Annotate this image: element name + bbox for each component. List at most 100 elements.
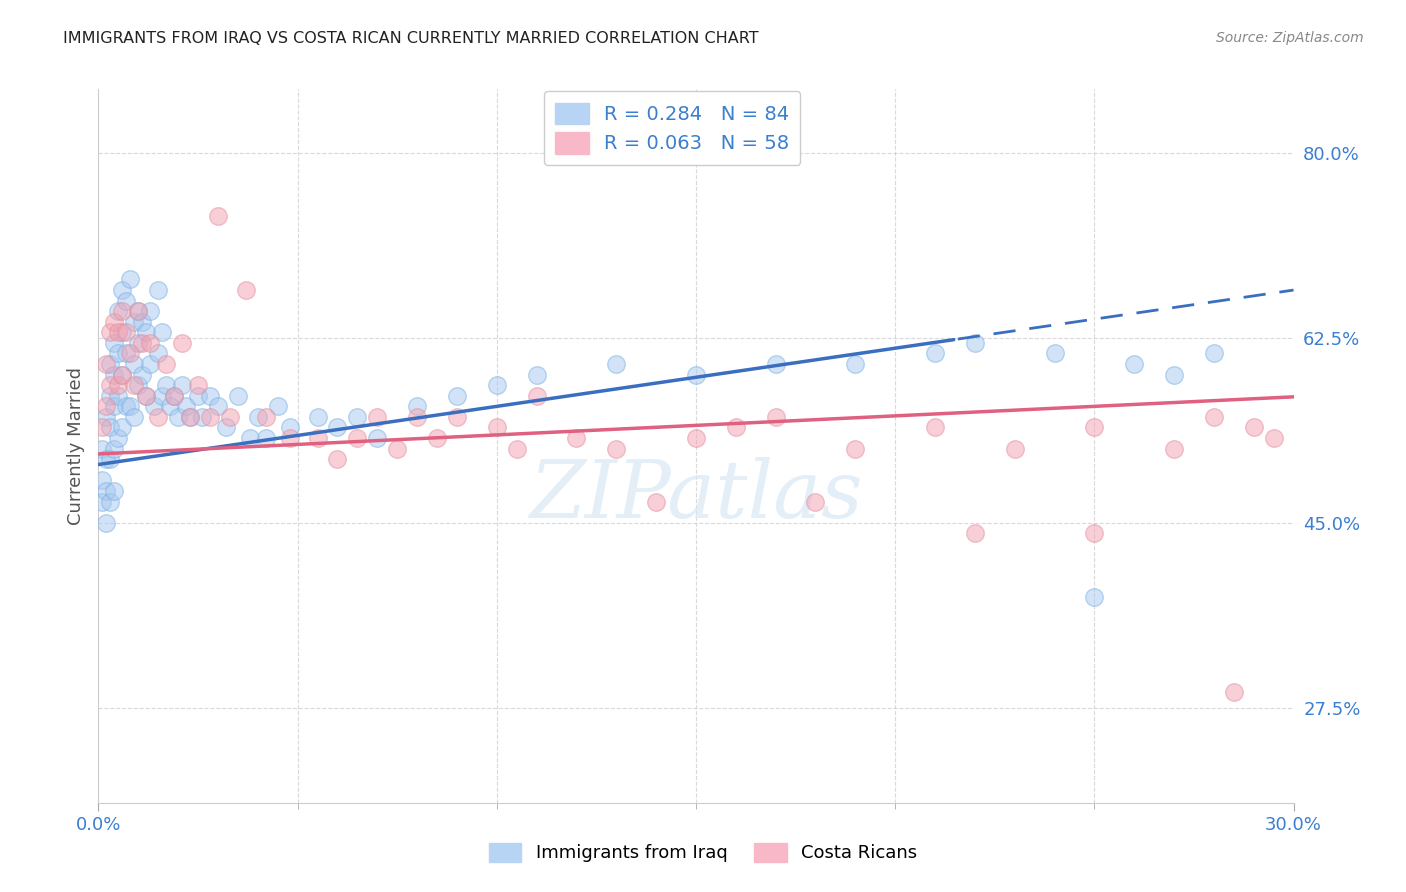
Point xyxy=(924,420,946,434)
Point xyxy=(326,420,349,434)
Point xyxy=(124,409,146,424)
Point xyxy=(426,431,449,445)
Point xyxy=(963,335,986,350)
Point xyxy=(406,409,429,424)
Point xyxy=(765,357,787,371)
Point xyxy=(366,409,388,424)
Point xyxy=(485,378,508,392)
Point xyxy=(526,389,548,403)
Point xyxy=(96,483,118,498)
Point xyxy=(139,304,162,318)
Point xyxy=(1004,442,1026,456)
Point xyxy=(91,474,114,488)
Point xyxy=(135,389,157,403)
Point xyxy=(115,326,138,340)
Point xyxy=(103,442,125,456)
Point xyxy=(91,494,114,508)
Point xyxy=(385,442,409,456)
Point xyxy=(103,400,125,414)
Point xyxy=(406,400,429,414)
Text: ZIPatlas: ZIPatlas xyxy=(529,458,863,534)
Point xyxy=(98,452,122,467)
Point xyxy=(1263,431,1285,445)
Point xyxy=(96,357,118,371)
Point xyxy=(103,483,125,498)
Point xyxy=(127,335,149,350)
Point xyxy=(1163,368,1185,382)
Point xyxy=(127,304,149,318)
Point xyxy=(804,494,827,508)
Point xyxy=(91,442,114,456)
Point xyxy=(207,209,229,223)
Point xyxy=(179,409,201,424)
Point xyxy=(1083,590,1105,604)
Point xyxy=(98,378,122,392)
Point xyxy=(215,420,238,434)
Point xyxy=(174,400,197,414)
Point xyxy=(107,378,129,392)
Point xyxy=(115,346,138,360)
Point xyxy=(506,442,529,456)
Point xyxy=(167,409,190,424)
Point xyxy=(103,335,125,350)
Point xyxy=(346,431,368,445)
Point xyxy=(107,389,129,403)
Point xyxy=(187,389,209,403)
Point xyxy=(307,431,329,445)
Point xyxy=(131,368,153,382)
Point xyxy=(135,389,157,403)
Point xyxy=(278,431,301,445)
Point xyxy=(1202,346,1225,360)
Point xyxy=(326,452,349,467)
Point xyxy=(219,409,242,424)
Point xyxy=(91,420,114,434)
Point xyxy=(239,431,262,445)
Point xyxy=(124,315,146,329)
Point xyxy=(254,431,277,445)
Point xyxy=(103,368,125,382)
Point xyxy=(111,368,134,382)
Point xyxy=(131,315,153,329)
Point xyxy=(135,326,157,340)
Point xyxy=(159,400,181,414)
Point xyxy=(127,304,149,318)
Point xyxy=(207,400,229,414)
Point xyxy=(150,326,173,340)
Point xyxy=(111,304,134,318)
Point xyxy=(924,346,946,360)
Point xyxy=(98,494,122,508)
Point xyxy=(150,389,173,403)
Point xyxy=(605,357,627,371)
Point xyxy=(107,346,129,360)
Point xyxy=(187,378,209,392)
Point xyxy=(148,283,170,297)
Point xyxy=(139,357,162,371)
Point xyxy=(267,400,290,414)
Point xyxy=(148,409,170,424)
Point xyxy=(107,431,129,445)
Point xyxy=(172,335,194,350)
Y-axis label: Currently Married: Currently Married xyxy=(66,367,84,525)
Point xyxy=(98,326,122,340)
Point xyxy=(1202,409,1225,424)
Legend: R = 0.284   N = 84, R = 0.063   N = 58: R = 0.284 N = 84, R = 0.063 N = 58 xyxy=(544,92,800,165)
Point xyxy=(526,368,548,382)
Point xyxy=(724,420,747,434)
Point xyxy=(963,526,986,541)
Point xyxy=(143,400,166,414)
Point xyxy=(446,389,468,403)
Point xyxy=(307,409,329,424)
Point xyxy=(485,420,508,434)
Point xyxy=(96,409,118,424)
Point xyxy=(645,494,668,508)
Point xyxy=(96,516,118,530)
Point xyxy=(1083,526,1105,541)
Point xyxy=(107,304,129,318)
Legend: Immigrants from Iraq, Costa Ricans: Immigrants from Iraq, Costa Ricans xyxy=(481,836,925,870)
Point xyxy=(96,400,118,414)
Point xyxy=(191,409,214,424)
Point xyxy=(446,409,468,424)
Point xyxy=(124,357,146,371)
Point xyxy=(115,400,138,414)
Point xyxy=(98,357,122,371)
